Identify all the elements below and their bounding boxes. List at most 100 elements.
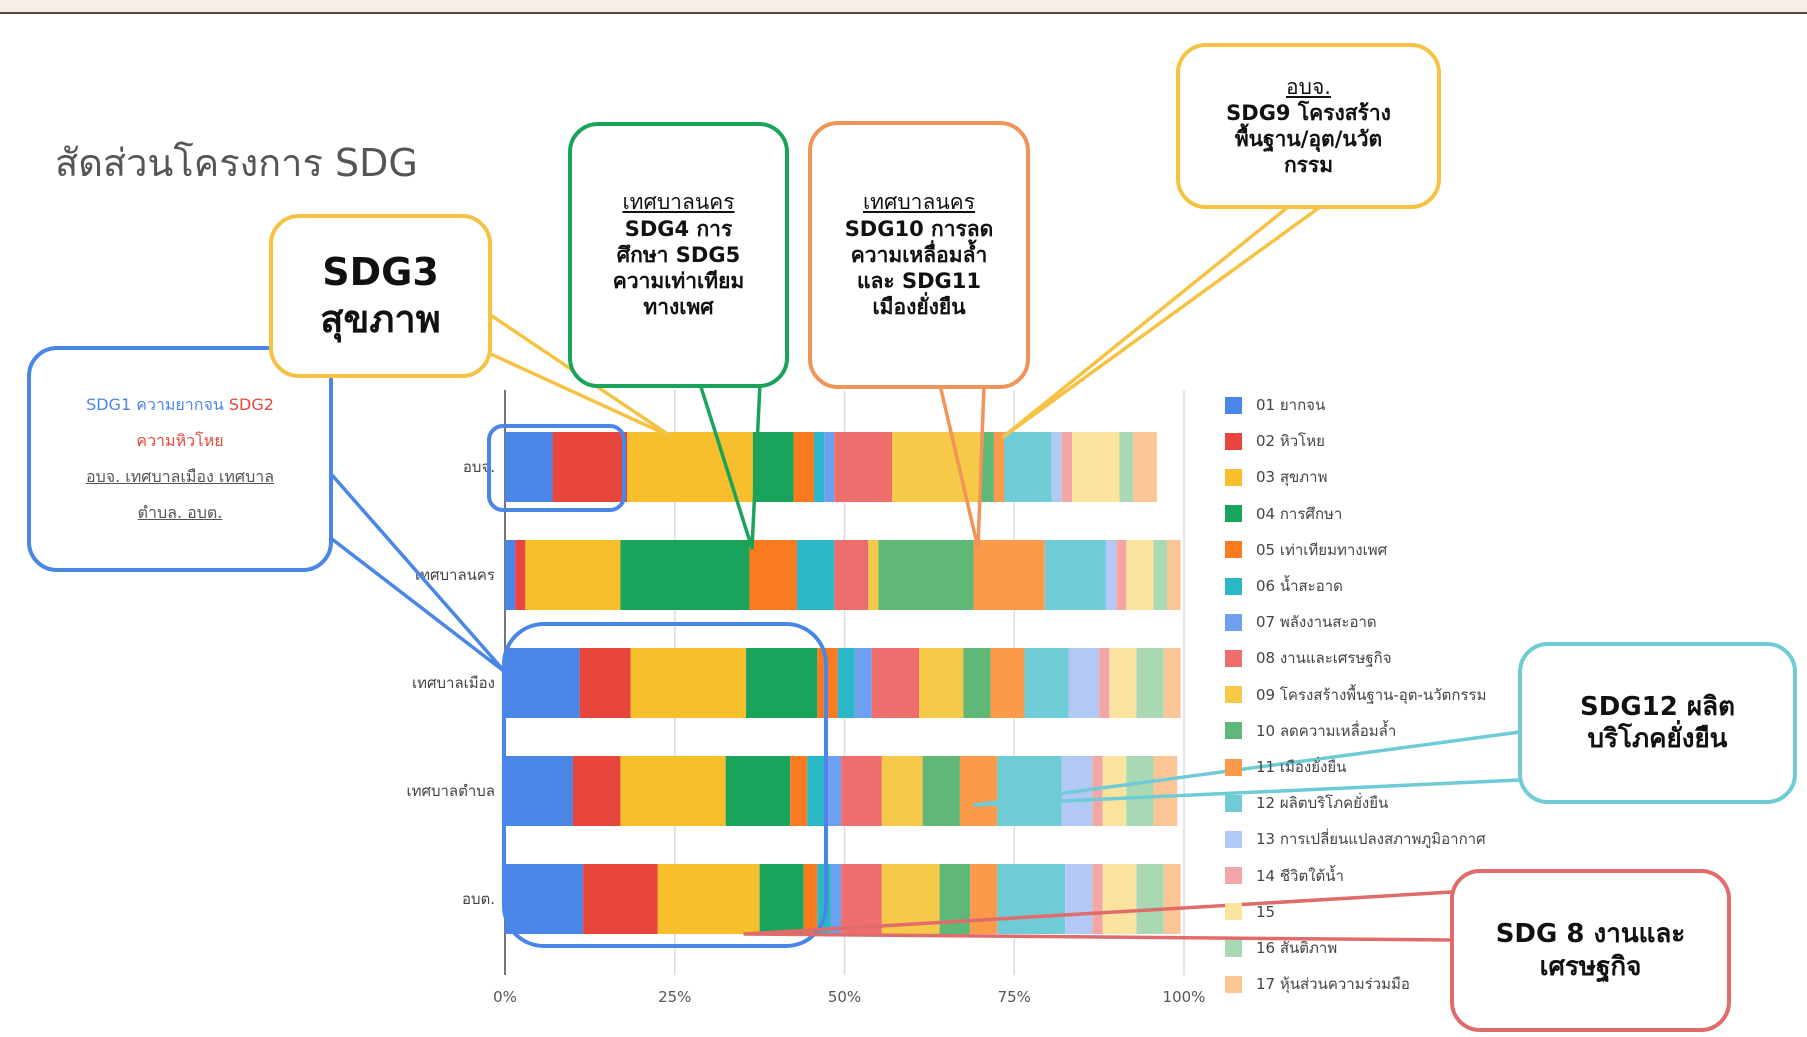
y-category-label: เทศบาลเมือง	[412, 674, 495, 692]
bar-segment	[827, 756, 842, 826]
legend-label: 02 หิวโหย	[1256, 432, 1325, 451]
bar-segment	[515, 540, 526, 610]
bar-segment	[1102, 756, 1127, 826]
bar-segment	[620, 756, 726, 826]
legend-swatch	[1225, 541, 1242, 559]
legend-item: 06 น้ำสะอาด	[1225, 575, 1343, 597]
callout-sdg1-sdg2: SDG1 ความยากจน SDG2 ความหิวโหย อบจ. เทศบ…	[27, 346, 333, 572]
legend-item: 03 สุขภาพ	[1225, 466, 1327, 488]
bar-segment	[997, 756, 1062, 826]
callout-sdg3-text: สุขภาพ	[320, 297, 441, 341]
bar-segment	[1044, 540, 1106, 610]
callout-sdg10-line4: เมืองยั่งยืน	[872, 295, 966, 320]
bar-segment	[525, 540, 621, 610]
pointer-sdg10	[938, 384, 986, 550]
legend-label: 01 ยากจน	[1256, 396, 1326, 414]
bar-segment	[841, 864, 882, 934]
bar-segment	[878, 540, 974, 610]
bar-segment	[970, 864, 998, 934]
callout-sdg10-line3: และ SDG11	[856, 269, 981, 294]
pointer-sdg8	[743, 890, 1453, 942]
bar-segment	[505, 540, 516, 610]
bar-segment	[630, 648, 747, 718]
bar-segment	[505, 432, 553, 502]
legend-item: 16 สันติภาพ	[1225, 937, 1337, 959]
callout-sdg10-sdg11: เทศบาลนคร SDG10 การลด ความเหลื่อมล้ำ และ…	[808, 121, 1030, 389]
bar-segment	[868, 540, 879, 610]
callout-sdg8: SDG 8 งานและ เศรษฐกิจ	[1450, 869, 1731, 1032]
bar-segment	[824, 432, 835, 502]
callout-sdg2-text: ความหิวโหย	[136, 431, 224, 450]
bar-segment	[841, 756, 882, 826]
x-tick-label: 0%	[493, 988, 517, 1006]
legend-swatch	[1225, 975, 1242, 993]
bar-segment	[1136, 648, 1164, 718]
legend-label: 06 น้ำสะอาด	[1256, 577, 1343, 595]
legend-label: 15	[1256, 902, 1276, 921]
y-category-label: อบต.	[462, 890, 495, 908]
callout-sdg9-heading: อบจ.	[1286, 74, 1331, 99]
legend-label: 10 ลดความเหลื่อมล้ำ	[1256, 721, 1397, 740]
legend-item: 09 โครงสร้างพื้นฐาน-อุต-นวัตกรรม	[1225, 684, 1486, 706]
bar-segment	[1126, 756, 1154, 826]
legend-label: 14 ชีวิตใต้น้ำ	[1256, 866, 1344, 885]
bar-segment	[993, 432, 1005, 502]
legend-item: 12 ผลิตบริโภคยั่งยืน	[1225, 792, 1388, 814]
bar-segment	[1065, 864, 1093, 934]
legend-label: 05 เท่าเทียมทางเพศ	[1256, 540, 1388, 559]
bar-segment	[746, 648, 818, 718]
bar-segment	[990, 648, 1025, 718]
bar-segment	[1126, 540, 1154, 610]
x-tick-label: 100%	[1163, 988, 1206, 1006]
bar-segment	[749, 540, 797, 610]
callout-sdg10-heading: เทศบาลนคร	[862, 190, 976, 215]
bar-segment	[1133, 432, 1157, 502]
callout-sdg9-line1: SDG9 โครงสร้าง	[1226, 100, 1391, 125]
callout-sdg2-label: SDG2	[228, 395, 274, 414]
bar-segment	[834, 540, 869, 610]
bar-segment	[759, 864, 804, 934]
legend-item: 17 หุ้นส่วนความร่วมมือ	[1225, 973, 1410, 995]
bar-segment	[881, 756, 923, 826]
callout-sdg4-line3: ความเท่าเทียม	[612, 269, 745, 294]
bar-segment	[1153, 540, 1168, 610]
legend-label: 16 สันติภาพ	[1256, 939, 1338, 957]
legend-swatch	[1225, 903, 1242, 921]
bar-segment	[1109, 648, 1137, 718]
bar-segment	[1163, 648, 1181, 718]
legend-item: 02 หิวโหย	[1225, 430, 1325, 452]
bar-segment	[752, 432, 794, 502]
bar-segment	[997, 864, 1066, 934]
legend-item: 13 การเปลี่ยนแปลงสภาพภูมิอากาศ	[1225, 828, 1486, 850]
legend-item: 10 ลดความเหลื่อมล้ำ	[1225, 720, 1396, 742]
pointer-sdg3	[479, 306, 674, 439]
legend-swatch	[1225, 468, 1242, 486]
legend-label: 12 ผลิตบริโภคยั่งยืน	[1256, 794, 1389, 813]
legend-item: 07 พลังงานสะอาด	[1225, 611, 1377, 633]
callout-sdg3: SDG3 สุขภาพ	[269, 214, 492, 378]
bar-segment	[834, 432, 893, 502]
pointer-sdg9	[1001, 205, 1322, 439]
legend-swatch	[1225, 505, 1242, 523]
callout-sdg4-heading: เทศบาลนคร	[622, 190, 735, 215]
bar-segment	[1071, 432, 1120, 502]
callout-sdg9-line3: กรรม	[1283, 153, 1334, 178]
bar-segment	[871, 648, 920, 718]
y-category-label: อบจ.	[463, 458, 495, 476]
x-tick-label: 25%	[658, 988, 691, 1006]
y-category-label: เทศบาลตำบล	[406, 782, 495, 800]
legend-swatch	[1225, 396, 1242, 414]
bar-segment	[572, 756, 621, 826]
callout-sdg10-line2: ความเหลื่อมล้ำ	[850, 242, 988, 267]
legend-swatch	[1225, 830, 1242, 848]
callout-sdg10-line1: SDG10 การลด	[844, 216, 994, 241]
bar-segment	[1105, 540, 1117, 610]
callout-sdg8-line2: เศรษฐกิจ	[1539, 951, 1642, 982]
bar-segment	[657, 864, 760, 934]
bar-segment	[1119, 432, 1134, 502]
legend-item: 08 งานและเศรษฐกิจ	[1225, 647, 1392, 669]
bar-segment	[1099, 648, 1110, 718]
bar-segment	[1163, 864, 1181, 934]
bar-segment	[813, 432, 825, 502]
